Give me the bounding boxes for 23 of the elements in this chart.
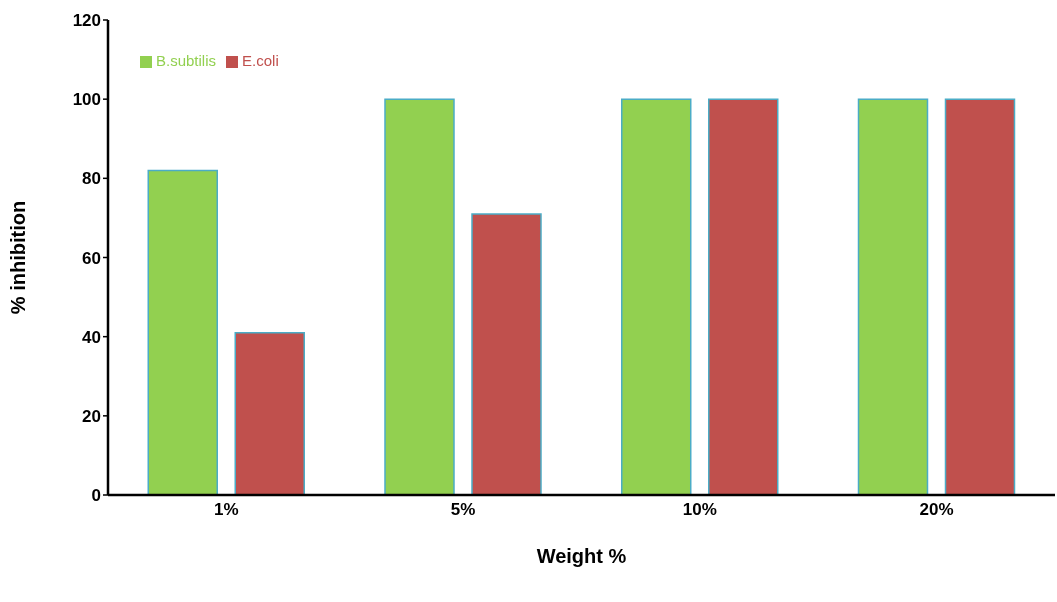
legend-label: E.coli <box>242 52 279 69</box>
x-tick-label: 5% <box>450 500 476 520</box>
y-tick-label: 60 <box>82 248 101 268</box>
bar <box>471 213 542 495</box>
bar <box>857 98 929 495</box>
bar <box>147 169 218 495</box>
bar <box>708 98 779 495</box>
y-tick-label: 0 <box>91 486 101 506</box>
y-tick-label: 80 <box>82 169 101 189</box>
x-tick-label: 20% <box>919 500 954 520</box>
bar <box>384 98 455 495</box>
bar <box>621 98 692 495</box>
y-tick-label: 40 <box>82 327 101 347</box>
y-tick-label: 20 <box>82 406 101 426</box>
bar <box>234 331 305 495</box>
x-axis-title: Weight % <box>536 545 627 567</box>
y-axis-title: % inhibition <box>7 200 30 315</box>
x-tick-label: 10% <box>682 500 717 520</box>
x-tick-label: 1% <box>214 500 239 520</box>
y-tick-label: 120 <box>72 11 101 31</box>
legend-label: B.subtilis <box>156 52 217 69</box>
bar <box>944 98 1016 495</box>
y-tick-label: 100 <box>72 90 101 110</box>
